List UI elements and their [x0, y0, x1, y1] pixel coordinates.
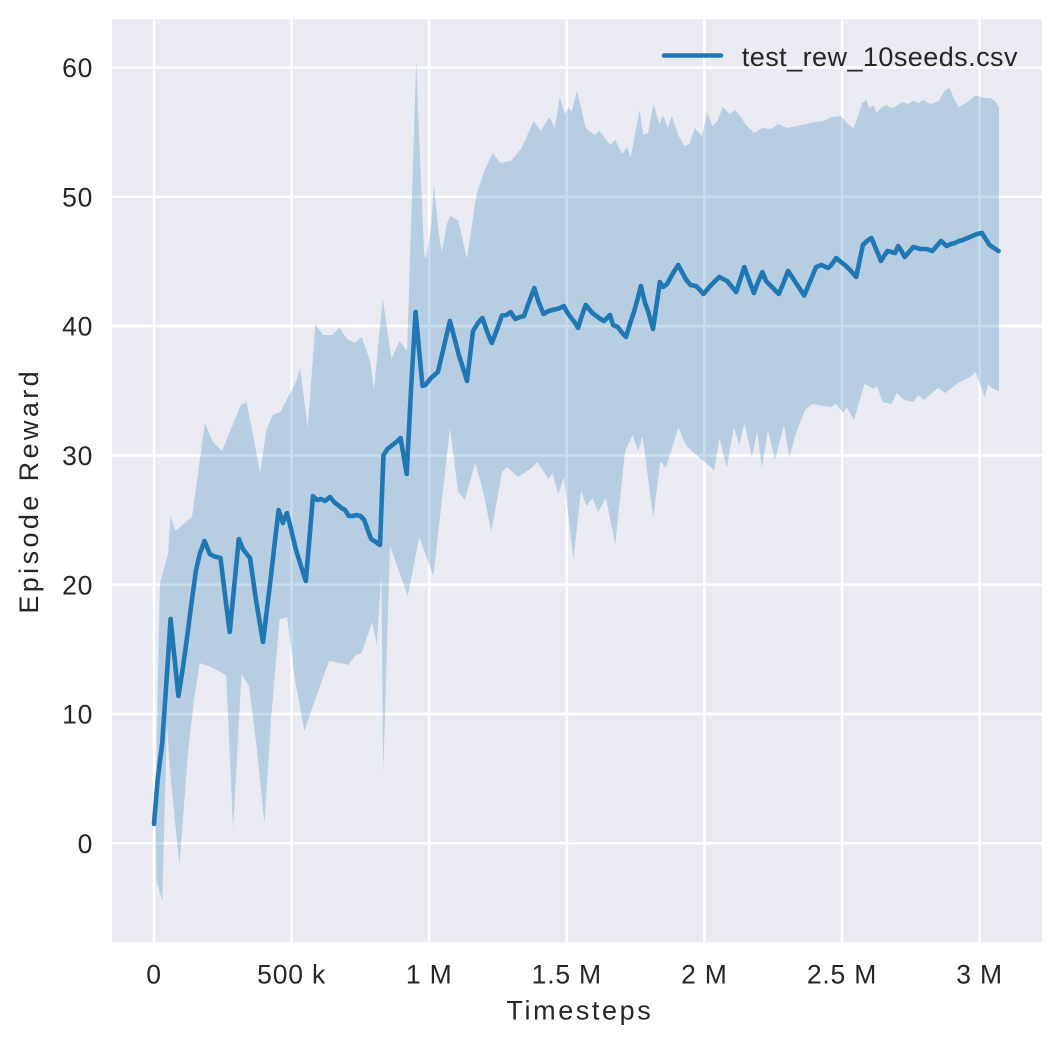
svg-text:60: 60	[62, 53, 93, 83]
svg-text:1.5 M: 1.5 M	[532, 959, 602, 989]
svg-text:10: 10	[62, 700, 93, 730]
svg-text:2.5 M: 2.5 M	[807, 959, 877, 989]
svg-text:Timesteps: Timesteps	[506, 996, 653, 1026]
svg-text:1 M: 1 M	[406, 959, 453, 989]
svg-text:Episode Reward: Episode Reward	[14, 368, 44, 614]
svg-text:test_rew_10seeds.csv: test_rew_10seeds.csv	[742, 42, 1018, 72]
svg-text:30: 30	[62, 441, 93, 471]
svg-text:40: 40	[62, 312, 93, 342]
svg-text:2 M: 2 M	[681, 959, 728, 989]
svg-text:0: 0	[78, 829, 94, 859]
svg-text:50: 50	[62, 182, 93, 212]
svg-text:20: 20	[62, 570, 93, 600]
svg-text:0: 0	[146, 959, 162, 989]
svg-text:500 k: 500 k	[257, 959, 326, 989]
svg-text:3 M: 3 M	[956, 959, 1003, 989]
